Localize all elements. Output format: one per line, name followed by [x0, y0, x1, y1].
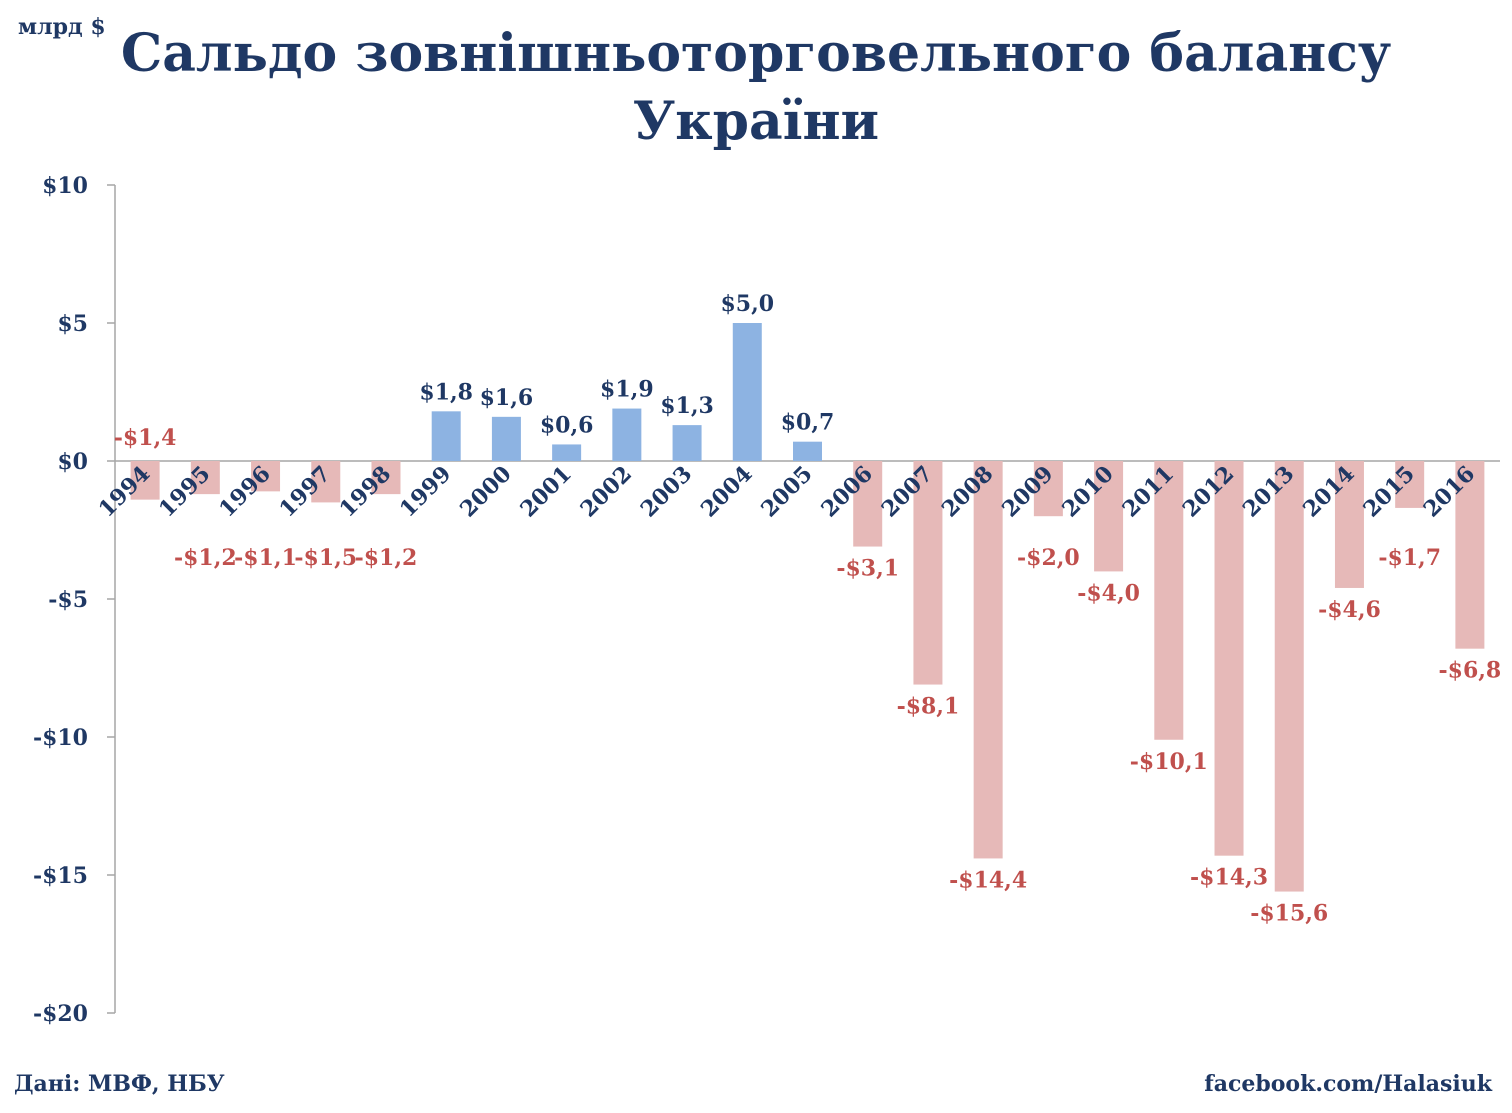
y-tick-label: -$10: [33, 725, 88, 751]
data-label: -$14,3: [1190, 865, 1268, 891]
y-tick-label: -$5: [48, 587, 88, 613]
y-tick-label: $0: [57, 449, 88, 475]
x-category-label: 2004: [696, 461, 758, 523]
data-label: -$1,5: [294, 545, 357, 571]
y-tick-label: -$15: [33, 863, 88, 889]
bar-2012: [1214, 461, 1244, 856]
data-label: -$2,0: [1017, 545, 1080, 571]
bar-1998: [371, 461, 401, 495]
chart-title-line-1: Сальдо зовнішньоторговельного балансу: [120, 23, 1392, 84]
x-category-label: 2003: [636, 461, 698, 523]
x-category-label: 2000: [455, 461, 517, 523]
x-category-label: 2001: [515, 461, 577, 523]
bar-1994: [130, 461, 160, 500]
bar-1995: [190, 461, 220, 495]
bar-2009: [1033, 461, 1063, 517]
data-label: $5,0: [720, 291, 774, 317]
chart-title-line-2: України: [632, 91, 880, 152]
bar-2011: [1154, 461, 1184, 740]
bar-2003: [672, 425, 702, 461]
data-label: -$1,2: [174, 545, 237, 571]
chart-title: Сальдо зовнішньоторговельного балансу Ук…: [0, 20, 1512, 156]
data-label: $1,3: [660, 393, 714, 419]
bar-2001: [552, 444, 582, 461]
data-label: $1,6: [480, 385, 534, 411]
author-credit: facebook.com/Halasiuk: [1204, 1071, 1492, 1097]
bar-2002: [612, 408, 642, 461]
data-label: -$1,7: [1378, 545, 1441, 571]
data-label: -$1,2: [355, 545, 418, 571]
bar-2016: [1455, 461, 1485, 649]
bar-2007: [913, 461, 943, 685]
x-category-label: 2002: [575, 461, 637, 523]
data-label: -$1,1: [234, 545, 297, 571]
y-tick-label: $10: [42, 173, 88, 199]
bar-1999: [431, 411, 461, 461]
data-label: $0,6: [540, 412, 594, 438]
data-label: -$14,4: [949, 867, 1027, 893]
bar-2014: [1334, 461, 1364, 588]
x-category-label: 2005: [756, 461, 818, 523]
bar-2008: [973, 461, 1003, 859]
data-label: -$15,6: [1250, 901, 1328, 927]
data-label: -$10,1: [1130, 749, 1208, 775]
data-label: -$4,6: [1318, 597, 1381, 623]
data-label: $1,8: [419, 379, 473, 405]
bar-2013: [1274, 461, 1304, 892]
y-tick-label: -$20: [33, 1001, 88, 1027]
data-label: -$3,1: [836, 556, 899, 582]
bar-2005: [793, 441, 822, 461]
bar-2006: [853, 461, 883, 547]
data-label: -$6,8: [1439, 658, 1502, 684]
bar-1996: [251, 461, 281, 492]
y-tick-label: $5: [57, 311, 88, 337]
data-label: -$1,4: [114, 425, 177, 451]
bar-2015: [1395, 461, 1425, 508]
data-label: -$8,1: [897, 694, 960, 720]
bar-2000: [491, 416, 521, 461]
bar-1997: [311, 461, 341, 503]
data-source: Дані: МВФ, НБУ: [14, 1071, 225, 1097]
bar-2004: [732, 323, 762, 461]
data-label: -$4,0: [1077, 580, 1140, 606]
y-unit-label: млрд $: [18, 14, 106, 40]
data-label: $0,7: [781, 410, 835, 436]
x-category-label: 1999: [395, 461, 457, 523]
data-label: $1,9: [600, 377, 654, 403]
bar-2010: [1094, 461, 1124, 572]
x-category-label: 1996: [214, 461, 276, 523]
